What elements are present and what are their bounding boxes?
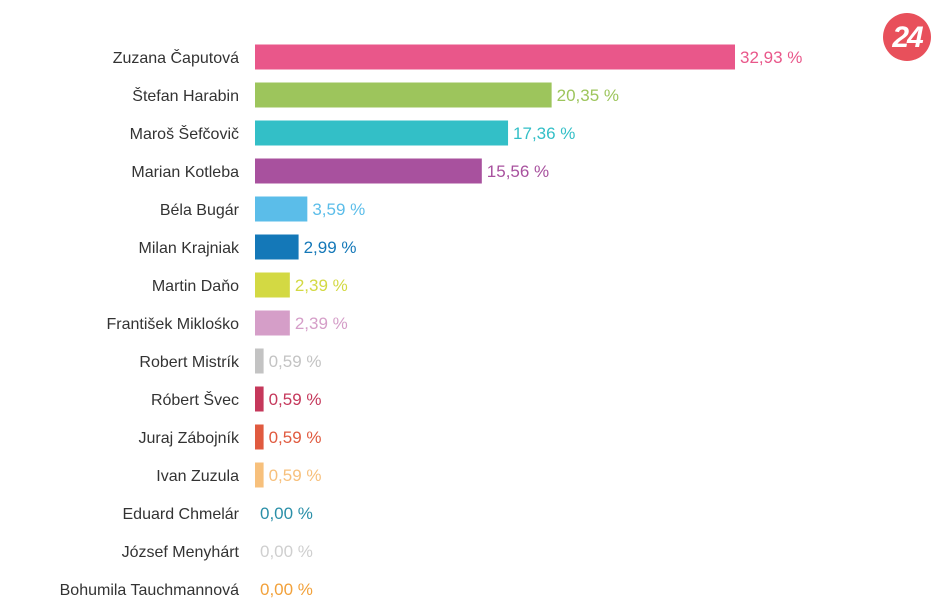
value-label: 20,35 % [557,86,619,105]
category-label: Zuzana Čaputová [113,48,239,67]
value-label: 32,93 % [740,48,802,67]
category-label: Maroš Šefčovič [130,124,239,143]
bar [255,44,735,70]
category-label: Ivan Zuzula [156,468,239,485]
category-label: Juraj Zábojník [139,430,240,447]
value-label: 2,39 % [295,276,348,295]
logo-24-badge: 24 [883,13,931,61]
value-label: 0,59 % [269,352,322,371]
category-label: Milan Krajniak [139,240,240,257]
value-label: 0,59 % [269,390,322,409]
bar [255,386,264,412]
bar [255,462,264,488]
category-label: Štefan Harabin [132,86,239,105]
logo-24-icon: 24 [891,21,926,54]
value-label: 0,00 % [260,504,313,523]
value-label: 17,36 % [513,124,575,143]
category-label: Róbert Švec [151,390,239,409]
category-label: Bohumila Tauchmannová [60,582,239,599]
category-label: Marian Kotleba [131,164,239,181]
bar [255,120,509,146]
category-label: Eduard Chmelár [123,506,240,523]
value-label: 0,00 % [260,542,313,561]
category-label: Martin Daňo [152,278,239,295]
bar [255,82,552,108]
category-label: Béla Bugár [160,202,240,219]
category-label: Robert Mistrík [139,354,240,371]
value-label: 2,39 % [295,314,348,333]
bar [255,234,299,260]
bar [255,196,308,222]
value-label: 0,00 % [260,580,313,599]
value-label: 15,56 % [487,162,549,181]
value-label: 3,59 % [312,200,365,219]
bar [255,310,290,336]
value-label: 2,99 % [304,238,357,257]
bar [255,348,264,374]
category-label: František Miklośko [107,316,240,333]
bar [255,272,290,298]
value-label: 0,59 % [269,466,322,485]
bar [255,424,264,450]
logo-text: 24 [891,21,924,54]
value-label: 0,59 % [269,428,322,447]
bar [255,158,482,184]
category-label: József Menyhárt [122,544,240,561]
